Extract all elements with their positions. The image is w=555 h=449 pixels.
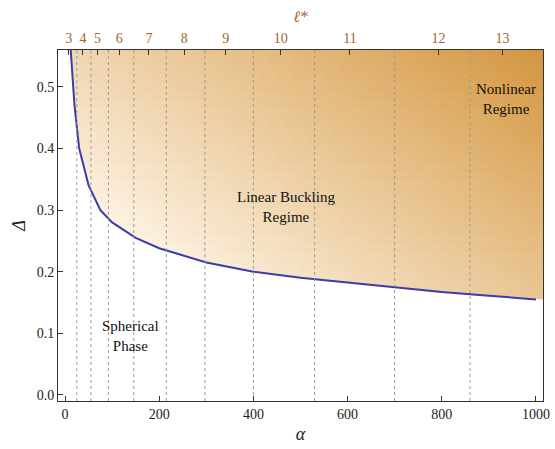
svg-text:7: 7 (145, 31, 152, 46)
svg-text:13: 13 (496, 31, 510, 46)
svg-text:5: 5 (94, 31, 101, 46)
svg-text:9: 9 (222, 31, 229, 46)
svg-text:800: 800 (431, 407, 452, 422)
svg-text:0: 0 (62, 407, 69, 422)
svg-text:NonlinearRegime: NonlinearRegime (476, 81, 536, 117)
svg-text:600: 600 (337, 407, 358, 422)
svg-text:Linear BucklingRegime: Linear BucklingRegime (237, 189, 335, 225)
svg-text:400: 400 (243, 407, 264, 422)
svg-text:SphericalPhase: SphericalPhase (102, 318, 159, 354)
svg-text:0.0: 0.0 (37, 388, 55, 403)
svg-text:1000: 1000 (522, 407, 550, 422)
svg-text:3: 3 (65, 31, 72, 46)
svg-text:ℓ*: ℓ* (293, 8, 308, 25)
svg-text:10: 10 (274, 31, 288, 46)
svg-text:0.1: 0.1 (37, 326, 55, 341)
svg-text:α: α (296, 424, 306, 444)
svg-text:8: 8 (181, 31, 188, 46)
svg-text:0.4: 0.4 (37, 141, 55, 156)
svg-text:0.5: 0.5 (37, 80, 55, 95)
svg-text:12: 12 (431, 31, 445, 46)
svg-text:0.3: 0.3 (37, 203, 55, 218)
svg-text:Δ: Δ (9, 220, 29, 232)
svg-text:6: 6 (116, 31, 123, 46)
svg-text:0.2: 0.2 (37, 265, 55, 280)
svg-text:11: 11 (343, 31, 356, 46)
svg-text:200: 200 (149, 407, 170, 422)
svg-text:4: 4 (79, 31, 86, 46)
